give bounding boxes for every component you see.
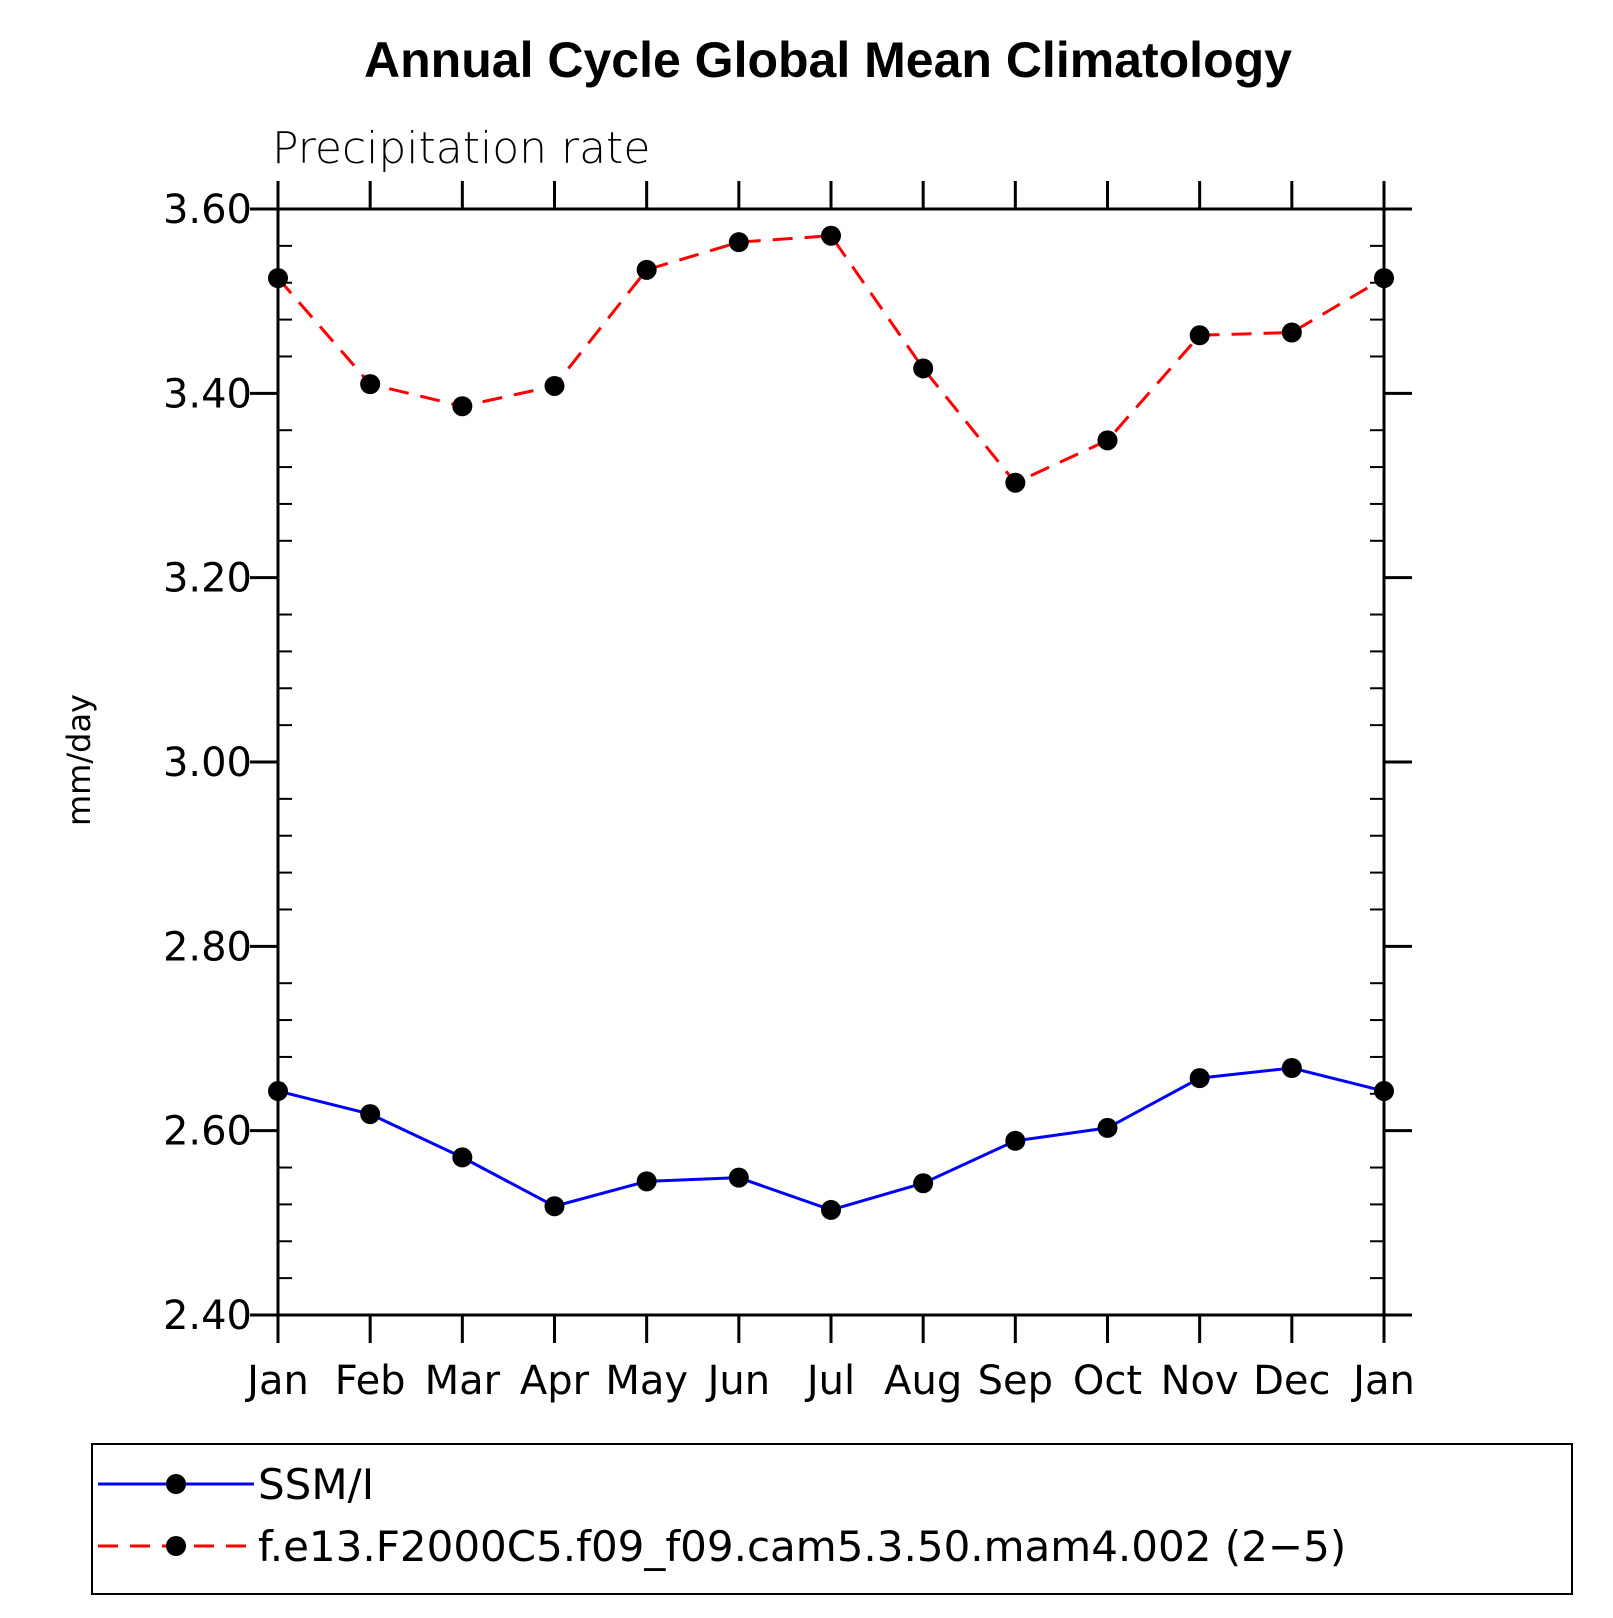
data-point: [360, 1104, 381, 1125]
x-tick-label: Jan: [1350, 1358, 1415, 1404]
x-tick-label: Aug: [884, 1358, 962, 1404]
y-tick-label: 2.40: [163, 1293, 252, 1339]
data-point: [1281, 322, 1302, 343]
y-tick-label: 3.60: [163, 187, 252, 233]
data-point: [1189, 1068, 1210, 1089]
series-layer: [268, 225, 1394, 1220]
data-point: [452, 1147, 473, 1168]
x-tick-label: May: [605, 1358, 688, 1404]
plot-frame: [276, 207, 1386, 1317]
axis-ticks: [250, 181, 1412, 1343]
y-tick-label: 2.80: [163, 924, 252, 970]
legend-marker: [166, 1474, 186, 1494]
data-point: [1281, 1057, 1302, 1078]
chart-title: Annual Cycle Global Mean Climatology: [364, 32, 1292, 88]
x-tick-labels: Jan Feb Mar Apr May Jun Jul Aug Sep Oct Nov Dec Jan: [244, 1358, 1415, 1404]
y-tick-label: 2.60: [163, 1109, 252, 1155]
y-tick-label: 3.00: [163, 740, 252, 786]
data-point: [544, 1196, 565, 1217]
x-tick-label: Mar: [425, 1358, 501, 1404]
y-axis-label: mm/day: [60, 694, 98, 826]
x-tick-label: Jan: [244, 1358, 309, 1404]
data-point: [821, 1199, 841, 1220]
x-tick-label: Apr: [520, 1358, 590, 1404]
data-point: [636, 1171, 657, 1192]
series-line: [276, 234, 1385, 485]
x-tick-label: Oct: [1073, 1358, 1142, 1404]
legend-marker: [166, 1536, 186, 1556]
x-tick-label: Jun: [705, 1358, 771, 1404]
series-line: [277, 1066, 1385, 1212]
chart-subtitle: Precipitation rate: [272, 123, 650, 174]
data-point: [728, 232, 749, 253]
x-tick-label: Nov: [1161, 1358, 1239, 1404]
x-tick-label: Sep: [978, 1358, 1053, 1404]
data-point: [821, 225, 841, 246]
data-point: [1189, 325, 1210, 346]
legend-box: [91, 1443, 1573, 1595]
x-tick-label: Jul: [804, 1358, 855, 1404]
legend: SSM/I f.e13.F2000C5.f09_f09.cam5.3.50.mam…: [91, 1443, 1573, 1595]
data-point: [913, 1173, 934, 1194]
x-tick-label: Dec: [1253, 1358, 1330, 1404]
data-point: [728, 1167, 749, 1188]
y-tick-labels: 2.40 2.60 2.80 3.00 3.20 3.40 3.60: [163, 187, 252, 1339]
data-point: [636, 259, 657, 280]
data-point: [1005, 1130, 1026, 1151]
y-tick-label: 3.20: [163, 556, 252, 602]
x-tick-label: Feb: [335, 1358, 406, 1404]
data-point: [1097, 1117, 1118, 1138]
data-point: [360, 374, 381, 395]
data-point: [1097, 430, 1118, 451]
y-tick-label: 3.40: [163, 371, 252, 417]
data-point: [544, 375, 565, 396]
data-point: [913, 358, 934, 379]
data-point: [1005, 472, 1026, 493]
data-point: [452, 396, 473, 417]
legend-label: SSM/I: [258, 1460, 374, 1509]
legend-label: f.e13.F2000C5.f09_f09.cam5.3.50.mam4.002…: [258, 1522, 1346, 1571]
